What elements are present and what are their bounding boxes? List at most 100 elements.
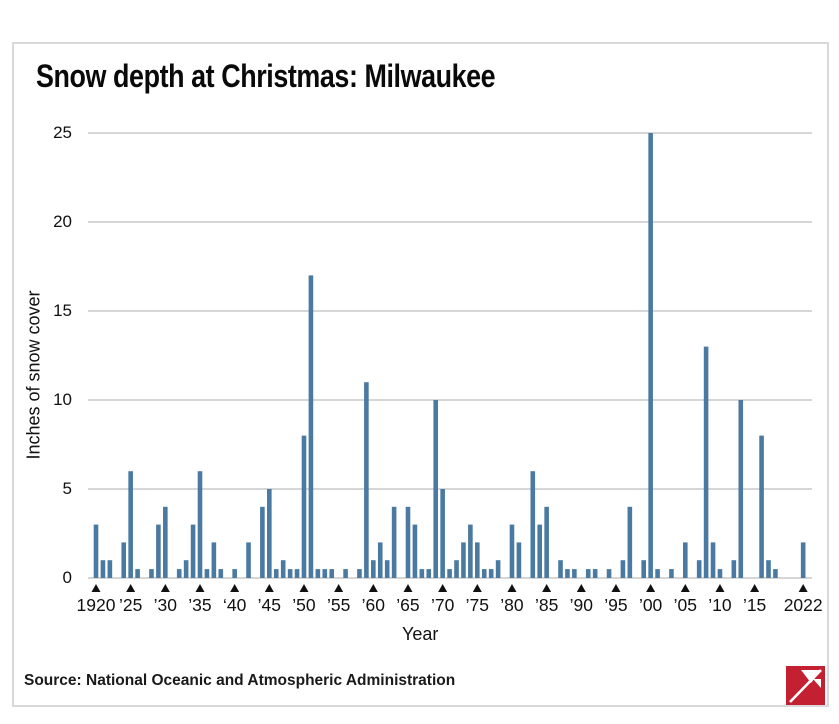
bars	[93, 133, 806, 578]
bar-1992	[592, 569, 598, 578]
x-tick-marker-icon	[299, 584, 309, 592]
x-tick-label: ’45	[257, 595, 281, 615]
bar-2009	[710, 542, 716, 578]
bar-1949	[294, 569, 300, 578]
x-tick-label: ’80	[500, 595, 524, 615]
bar-1926	[135, 569, 140, 578]
x-tick-label: ’25	[118, 595, 143, 615]
bar-1935	[197, 471, 203, 578]
bar-2010	[717, 569, 723, 578]
bar-1963	[391, 506, 397, 578]
bar-1922	[107, 560, 113, 578]
bar-2003	[669, 569, 674, 578]
bar-1968	[426, 569, 432, 578]
x-tick-marker-icon	[507, 584, 517, 592]
x-tick-label: ’00	[638, 595, 663, 615]
bar-1969	[433, 400, 439, 578]
x-tick-marker-icon	[334, 584, 344, 592]
bar-1925	[128, 471, 133, 578]
x-tick-label: ’50	[292, 595, 316, 615]
bar-1960	[371, 560, 376, 578]
bar-1954	[329, 569, 335, 578]
bar-1999	[641, 560, 647, 578]
bar-1984	[537, 524, 543, 578]
x-tick-label: ’35	[188, 595, 212, 615]
x-tick-marker-icon	[403, 584, 413, 592]
panel-border	[12, 42, 829, 707]
x-tick-label: 1920	[76, 595, 116, 615]
logo-slash-icon	[789, 669, 822, 703]
bar-1956	[343, 569, 348, 578]
bar-2005	[683, 542, 688, 578]
x-tick-label: ’05	[673, 595, 697, 615]
bar-1947	[280, 560, 286, 578]
x-tick-marker-icon	[264, 584, 274, 592]
bar-1975	[475, 542, 480, 578]
y-tick-label: 25	[53, 123, 72, 142]
bar-2017	[766, 560, 771, 578]
logo-triangle-icon	[801, 670, 821, 683]
bar-1971	[447, 569, 452, 578]
x-tick-marker-icon	[230, 584, 240, 592]
x-tick-label: ’65	[396, 595, 420, 615]
bar-1994	[606, 569, 612, 578]
x-tick-marker-icon	[680, 584, 690, 592]
brand-logo	[786, 666, 825, 705]
x-tick-label: ’90	[569, 595, 593, 615]
x-tick-marker-icon	[750, 584, 760, 592]
bar-1987	[558, 560, 563, 578]
logo-small-triangle-icon	[813, 679, 821, 688]
bar-1938	[218, 569, 224, 578]
y-tick-label: 0	[62, 568, 72, 587]
x-tick-label: ’55	[326, 595, 351, 615]
bar-1940	[232, 569, 237, 578]
bar-2008	[703, 346, 709, 578]
y-tick-label: 15	[53, 301, 72, 320]
bar-1929	[156, 524, 161, 578]
x-tick-label: ’10	[708, 595, 732, 615]
bar-1936	[204, 569, 210, 578]
x-tick-label: ’70	[430, 595, 455, 615]
x-tick-marker-icon	[798, 584, 808, 592]
bar-2000	[648, 133, 653, 578]
bar-1951	[308, 275, 314, 578]
bar-1996	[620, 560, 626, 578]
bar-1934	[190, 524, 196, 578]
bar-1997	[627, 506, 633, 578]
x-tick-label: ‘40	[222, 595, 247, 615]
x-tick-label: ’95	[604, 595, 628, 615]
bar-2022	[800, 542, 806, 578]
x-tick-marker-icon	[368, 584, 378, 592]
bar-1930	[163, 506, 168, 578]
bar-1958	[357, 569, 362, 578]
x-axis-title: Year	[402, 624, 439, 644]
bar-1980	[509, 524, 515, 578]
bar-1948	[287, 569, 293, 578]
x-tick-marker-icon	[91, 584, 101, 592]
bar-1924	[121, 542, 127, 578]
x-tick-marker-icon	[646, 584, 656, 592]
bar-1970	[440, 489, 445, 578]
bar-1973	[461, 542, 466, 578]
chart-title: Snow depth at Christmas: Milwaukee	[36, 58, 496, 94]
bar-2012	[731, 560, 737, 578]
bar-1983	[530, 471, 536, 578]
y-tick-label: 20	[53, 212, 72, 231]
bar-1945	[267, 489, 272, 578]
bar-1978	[495, 560, 501, 578]
x-tick-marker-icon	[472, 584, 482, 592]
x-tick-marker-icon	[715, 584, 725, 592]
bar-2018	[773, 569, 778, 578]
bar-1944	[260, 506, 265, 578]
bar-1953	[322, 569, 328, 578]
x-tick-marker-icon	[576, 584, 586, 592]
source-note: Source: National Oceanic and Atmospheric…	[24, 672, 456, 689]
bar-2016	[759, 435, 764, 578]
bar-1962	[384, 560, 390, 578]
bar-1966	[412, 524, 418, 578]
bar-1967	[419, 569, 425, 578]
x-tick-label: ’30	[153, 595, 177, 615]
x-tick-label: 2022	[783, 595, 823, 615]
bar-1928	[149, 569, 154, 578]
bar-1991	[585, 569, 591, 578]
